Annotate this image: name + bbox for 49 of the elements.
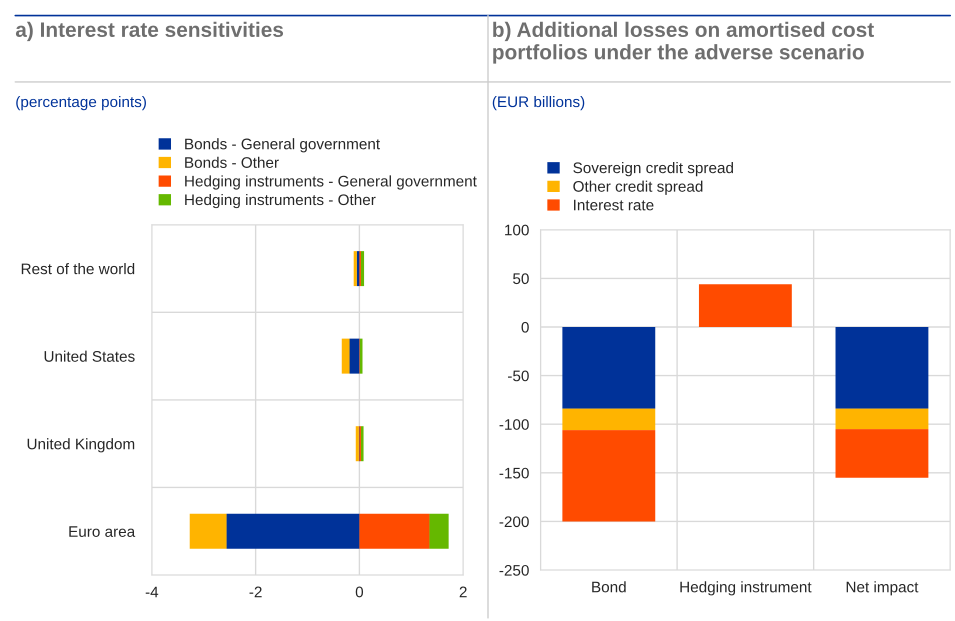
y-tick-label: 50 [513,273,529,284]
y-tick-label: 100 [505,224,529,236]
x-tick-label: 2 [460,586,467,598]
bar [836,429,928,478]
y-tick-label: United States [44,350,135,362]
bar [836,327,928,409]
bar [190,514,227,549]
bar [562,430,656,522]
x-tick-label: Net impact [846,581,918,596]
y-tick-label: United Kingdom [28,438,134,452]
bar [562,408,656,430]
y-tick-label: -150 [500,468,529,479]
bar [429,514,449,549]
bar [562,327,656,409]
bar [359,514,430,549]
y-tick-label: Rest of the world [22,263,134,274]
y-tick-label: -100 [500,419,529,430]
bar [356,251,360,286]
bar [354,251,357,286]
legend-label: Bonds - General government [185,138,380,152]
x-tick-label: Bond [592,581,626,592]
legend-label: Interest rate [574,200,654,210]
y-tick-label: -50 [508,370,529,382]
x-tick-label: Hedging instrument [680,581,812,596]
bar [356,426,359,462]
chart-title: b) Additional losses on amortised cost portfolios under the adverse scenario [493,22,874,64]
bar [350,338,360,374]
bar [360,426,364,462]
legend-label: Sovereign credit spread [573,162,733,176]
bar [226,514,360,549]
chart-subtitle: (percentage points) [16,96,146,110]
bar [342,338,350,374]
y-tick-label: -250 [500,564,529,576]
bar [836,408,928,430]
y-tick-label: 0 [522,322,529,333]
x-tick-label: -4 [146,586,158,598]
x-tick-label: 0 [356,586,364,598]
bar [698,284,792,327]
y-tick-label: -200 [500,516,529,528]
y-tick-label: Euro area [69,526,136,537]
legend-label: Hedging instruments - Other [185,194,376,208]
x-tick-label: -2 [250,586,262,598]
bar [360,338,363,374]
legend-label: Hedging instruments - General government [185,175,477,190]
chart-title: a) Interest rate sensitivities [16,22,284,42]
legend-label: Other credit spread [573,180,702,195]
bar [360,251,364,286]
chart-subtitle: (EUR billions) [492,96,584,110]
legend-label: Bonds - Other [185,156,279,168]
